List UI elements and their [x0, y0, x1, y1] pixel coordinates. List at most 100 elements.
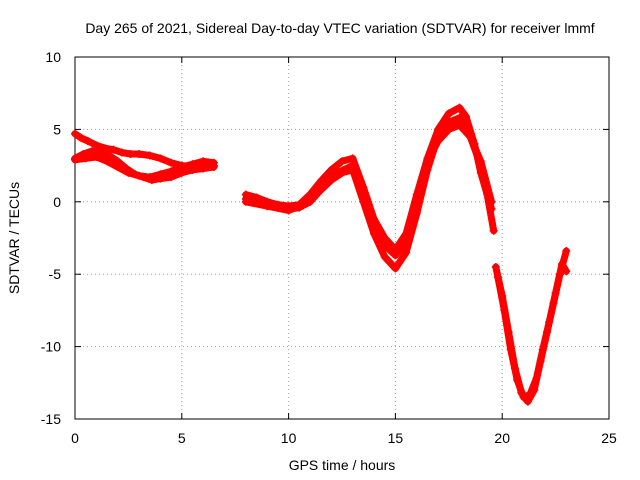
data-point: [380, 252, 389, 261]
x-tick-label: 5: [178, 430, 186, 446]
data-point: [124, 168, 133, 177]
data-point: [519, 393, 528, 402]
data-point: [487, 197, 496, 206]
data-point: [348, 161, 357, 170]
data-point: [461, 112, 470, 121]
x-tick-labels: 0 5 10 15 20 25: [71, 430, 617, 446]
data-point: [77, 134, 86, 143]
tick-layer: [74, 56, 610, 420]
data-point: [412, 197, 421, 206]
data-point: [167, 167, 176, 176]
data-point: [71, 129, 79, 138]
data-point: [476, 157, 485, 166]
data-point: [506, 345, 515, 354]
data-point: [105, 151, 114, 160]
data-point: [455, 121, 464, 130]
y-tick-labels: 10 5 0 -5 -10 -15: [41, 49, 61, 427]
data-point: [545, 317, 554, 326]
data-point: [455, 103, 464, 112]
data-point: [402, 248, 411, 257]
data-point: [83, 136, 92, 145]
data-point: [359, 186, 368, 195]
data-point: [525, 390, 534, 399]
data-point: [493, 273, 502, 282]
data-point: [391, 251, 400, 260]
data-point: [562, 247, 571, 256]
data-point: [109, 145, 118, 154]
x-tick-label: 0: [71, 430, 79, 446]
x-tick-label: 10: [281, 430, 297, 446]
data-point: [156, 154, 165, 163]
data-point: [199, 164, 208, 173]
plot-frame: [74, 56, 610, 420]
data-point: [500, 306, 509, 315]
data-point: [241, 197, 250, 206]
series-track-c: [71, 152, 218, 182]
data-point: [538, 345, 547, 354]
x-tick-label: 20: [494, 430, 510, 446]
data-point: [444, 118, 453, 127]
data-point: [532, 374, 541, 383]
data-point: [145, 151, 154, 160]
data-point: [423, 157, 432, 166]
x-tick-label: 25: [601, 430, 617, 446]
data-point: [103, 157, 112, 166]
data-point: [551, 289, 560, 298]
series-track-h: [493, 260, 571, 402]
y-tick-label: -15: [41, 411, 61, 427]
data-point: [305, 197, 314, 206]
data-point: [135, 150, 144, 159]
data-point: [126, 150, 135, 159]
data-point: [513, 375, 522, 384]
data-point: [489, 226, 498, 235]
data-point: [402, 238, 411, 247]
data-point: [156, 170, 165, 179]
x-axis-label: GPS time / hours: [289, 457, 396, 473]
y-tick-label: 5: [53, 121, 61, 137]
data-point: [117, 148, 126, 157]
data-point: [177, 163, 186, 172]
chart-title: Day 265 of 2021, Sidereal Day-to-day VTE…: [85, 20, 594, 36]
data-point: [327, 171, 336, 180]
y-tick-label: -10: [41, 339, 61, 355]
series-track-f: [241, 121, 496, 260]
data-point: [370, 219, 379, 228]
data-point: [88, 147, 97, 156]
data-point: [391, 264, 400, 273]
data-point: [444, 109, 453, 118]
data-point: [92, 152, 101, 161]
data-point: [188, 160, 197, 169]
data-point: [338, 157, 346, 166]
y-tick-label: 10: [45, 49, 61, 65]
x-tick-label: 15: [388, 430, 404, 446]
data-point: [71, 155, 79, 164]
series-band: [494, 260, 570, 401]
data-point: [380, 241, 389, 250]
data-point: [92, 141, 101, 150]
data-point: [145, 173, 154, 182]
data-point: [562, 267, 571, 276]
data-point: [199, 157, 208, 166]
data-point: [209, 158, 218, 167]
data-point: [284, 206, 293, 215]
data-point: [455, 113, 464, 122]
data-point: [466, 132, 475, 141]
y-tick-label: -5: [49, 266, 62, 282]
grid-layer: [75, 57, 609, 419]
data-marks: [71, 103, 571, 406]
data-point: [487, 205, 496, 214]
data-point: [263, 202, 272, 211]
series-band: [242, 121, 495, 259]
data-point: [444, 125, 453, 134]
data-point: [81, 154, 90, 163]
data-point: [558, 260, 567, 269]
data-point: [167, 158, 176, 167]
data-point: [491, 262, 500, 271]
y-tick-label: 0: [53, 194, 61, 210]
data-point: [348, 154, 357, 163]
y-axis-label: SDTVAR / TECUs: [6, 182, 22, 294]
data-point: [135, 171, 144, 180]
data-point: [434, 136, 443, 145]
data-point: [113, 163, 122, 172]
